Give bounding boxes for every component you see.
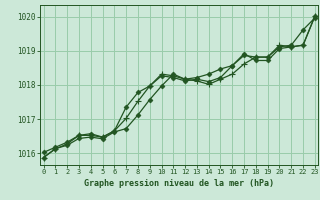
X-axis label: Graphe pression niveau de la mer (hPa): Graphe pression niveau de la mer (hPa): [84, 179, 274, 188]
